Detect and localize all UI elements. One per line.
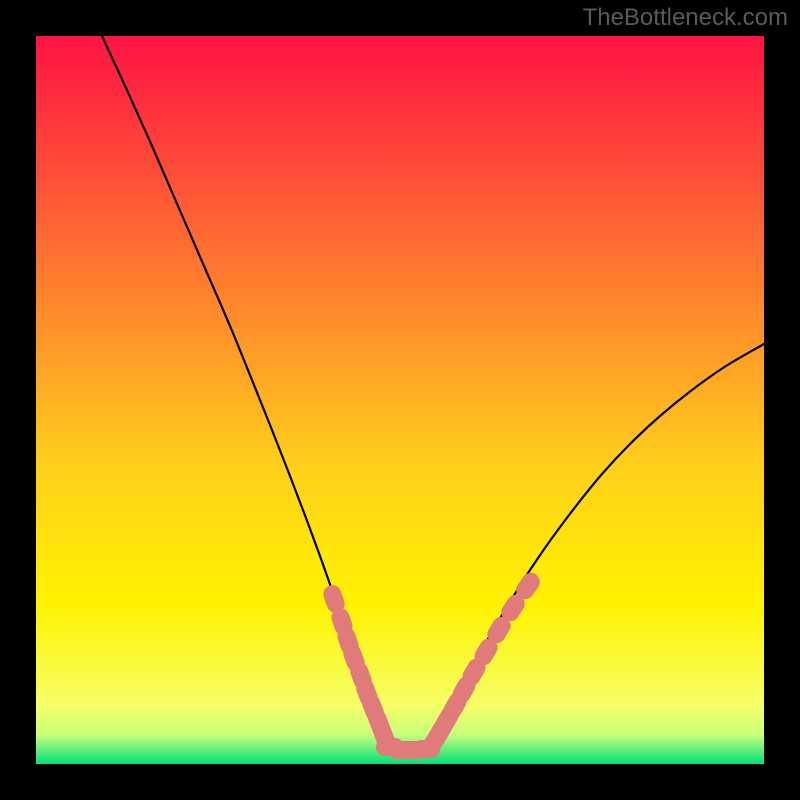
watermark-text: TheBottleneck.com [583, 4, 788, 32]
bottleneck-curve [102, 36, 764, 750]
data-markers [321, 569, 543, 759]
chart-svg [0, 0, 800, 800]
